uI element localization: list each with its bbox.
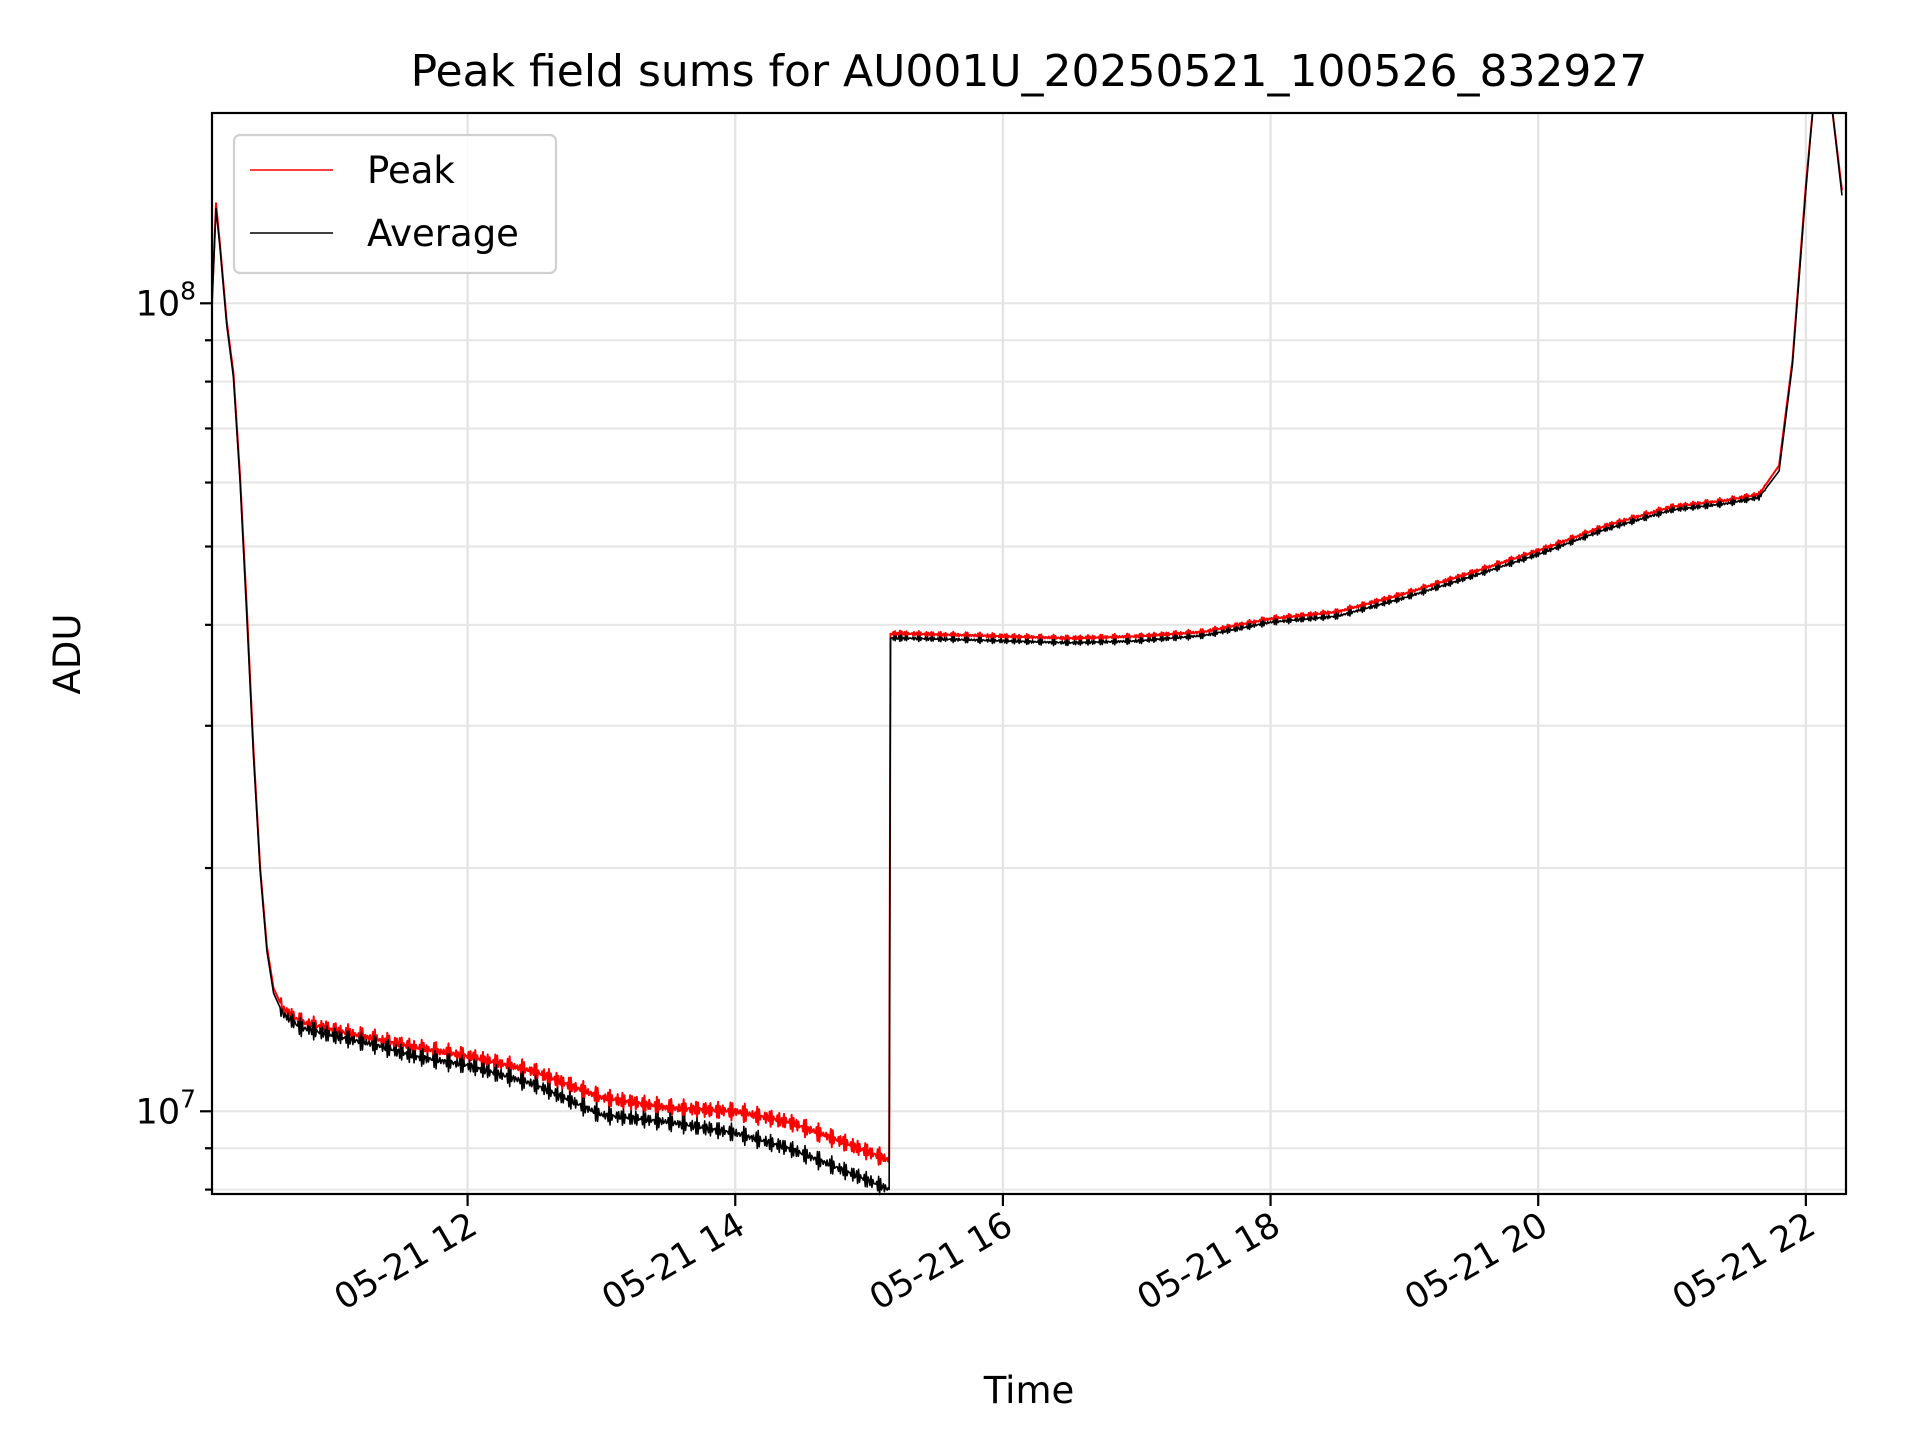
series-line-average: [211, 112, 1843, 1196]
y-tick-label: 108: [136, 276, 196, 324]
chart-title: Peak field sums for AU001U_20250521_1005…: [411, 46, 1648, 97]
x-axis-label: Time: [983, 1369, 1075, 1412]
series-lines: [211, 112, 1843, 1196]
y-axis-label: ADU: [46, 614, 89, 695]
plot-frame: [210, 111, 1848, 1196]
y-axis-ticks: 107 108: [136, 276, 212, 1191]
legend-label-average: Average: [367, 212, 519, 255]
grid-lines: [212, 113, 1846, 1194]
legend-label-peak: Peak: [367, 149, 455, 192]
legend: Peak Average: [232, 133, 558, 275]
y-tick-label: 107: [136, 1084, 196, 1132]
